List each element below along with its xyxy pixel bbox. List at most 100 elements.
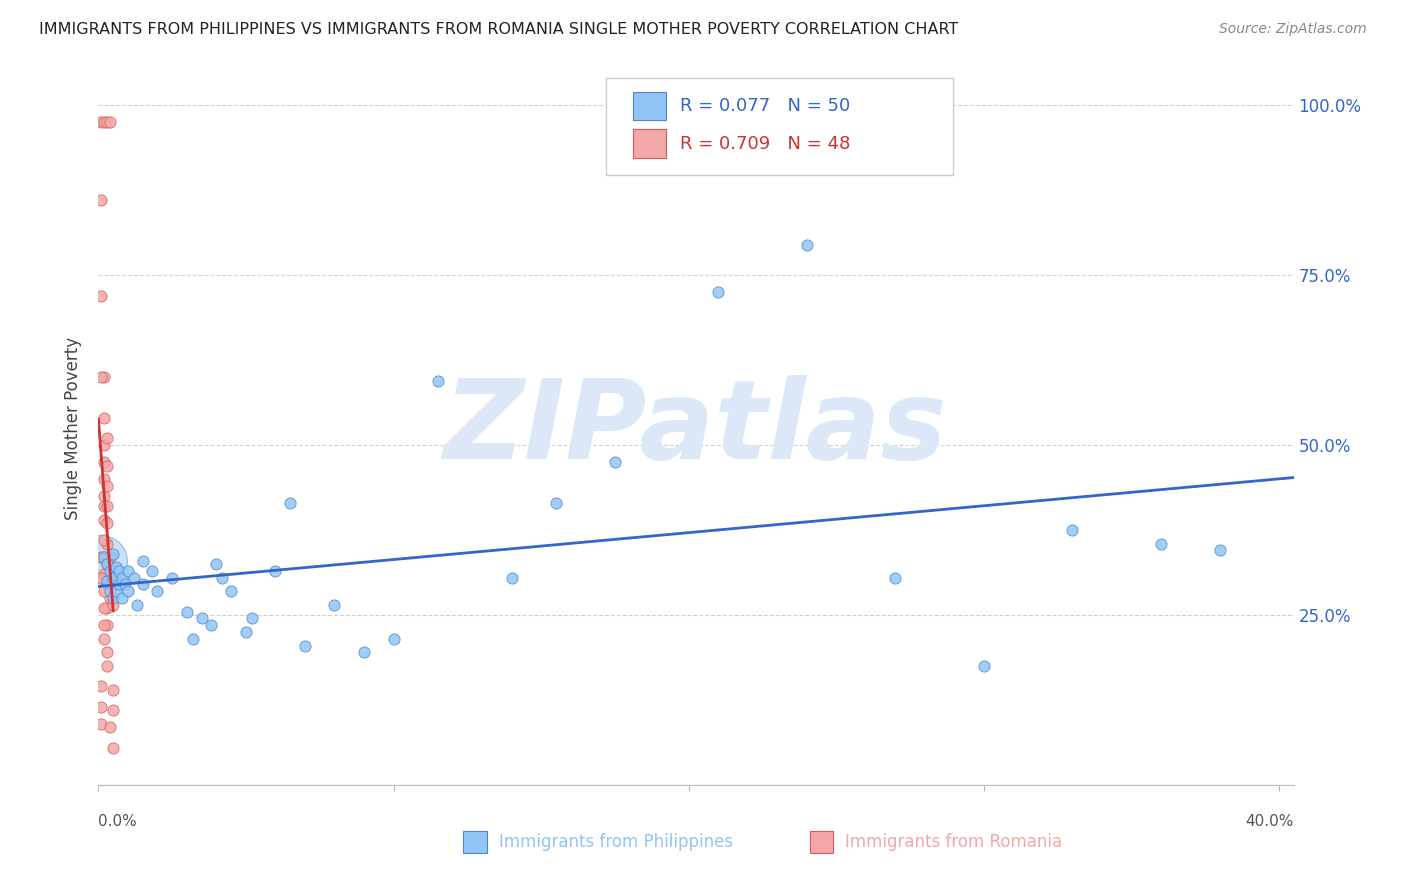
Point [1062,523,1084,537]
Point [101,598,124,612]
Point [93,472,115,486]
Point [190,611,212,625]
Point [235,625,257,640]
Point [101,591,124,605]
Point [90,554,112,568]
Point [1150,537,1173,551]
Point [96,659,118,673]
Point [98,571,121,585]
Point [96,577,118,591]
Point [114,577,136,591]
Bar [810,831,834,853]
Point [93,550,115,565]
Point [117,564,139,578]
Point [90,370,112,384]
Point [96,618,118,632]
Point [101,571,124,585]
Point [98,591,121,605]
Text: R = 0.077   N = 50: R = 0.077 N = 50 [681,97,851,115]
Point [707,285,730,300]
Point [96,557,118,571]
Text: 0.0%: 0.0% [98,814,138,829]
Point [96,479,118,493]
Point [323,598,346,612]
Point [90,716,112,731]
Point [90,699,112,714]
Point [96,500,118,514]
Point [146,584,169,599]
Point [93,533,115,548]
Point [93,500,115,514]
Point [93,370,115,384]
Point [101,577,124,591]
Point [90,550,112,565]
Text: R = 0.709   N = 48: R = 0.709 N = 48 [681,135,851,153]
Point [111,591,134,605]
Point [181,632,204,646]
Point [426,374,449,388]
Point [90,571,112,585]
Point [131,577,153,591]
Point [105,584,128,599]
Point [141,564,163,578]
Text: Immigrants from Philippines: Immigrants from Philippines [499,833,733,851]
Point [98,564,121,578]
Point [219,584,242,599]
Point [98,720,121,734]
Point [101,703,124,717]
Point [278,496,301,510]
Point [176,605,198,619]
Point [101,682,124,697]
Point [93,513,115,527]
Point [98,584,121,599]
Point [93,411,115,425]
Point [294,639,316,653]
Point [125,598,148,612]
FancyBboxPatch shape [606,78,953,175]
Point [353,645,375,659]
Text: IMMIGRANTS FROM PHILIPPINES VS IMMIGRANTS FROM ROMANIA SINGLE MOTHER POVERTY COR: IMMIGRANTS FROM PHILIPPINES VS IMMIGRANT… [39,22,959,37]
Point [93,455,115,469]
Point [131,554,153,568]
Point [101,547,124,561]
Bar [633,129,666,158]
Point [501,571,523,585]
Point [1209,543,1232,558]
Point [93,567,115,582]
Point [98,115,121,129]
Point [200,618,222,632]
Point [90,288,112,302]
Point [264,564,287,578]
Point [96,557,118,571]
Point [93,550,115,565]
Point [90,680,112,694]
Point [96,115,118,129]
Point [240,611,263,625]
Point [96,431,118,445]
Point [382,632,405,646]
Point [108,564,131,578]
Point [93,584,115,599]
Point [96,516,118,531]
Point [96,537,118,551]
Point [96,601,118,615]
Point [93,618,115,632]
Point [101,740,124,755]
Point [96,645,118,659]
Point [117,584,139,599]
Point [211,571,233,585]
Bar [463,831,486,853]
Point [93,632,115,646]
Point [96,574,118,588]
Text: 40.0%: 40.0% [1246,814,1294,829]
Point [160,571,183,585]
Point [93,489,115,503]
Point [544,496,567,510]
Text: ZIPatlas: ZIPatlas [444,375,948,482]
Point [796,237,818,252]
Text: Source: ZipAtlas.com: Source: ZipAtlas.com [1219,22,1367,37]
Point [90,115,112,129]
Point [93,601,115,615]
Bar [633,92,666,120]
Point [205,557,228,571]
